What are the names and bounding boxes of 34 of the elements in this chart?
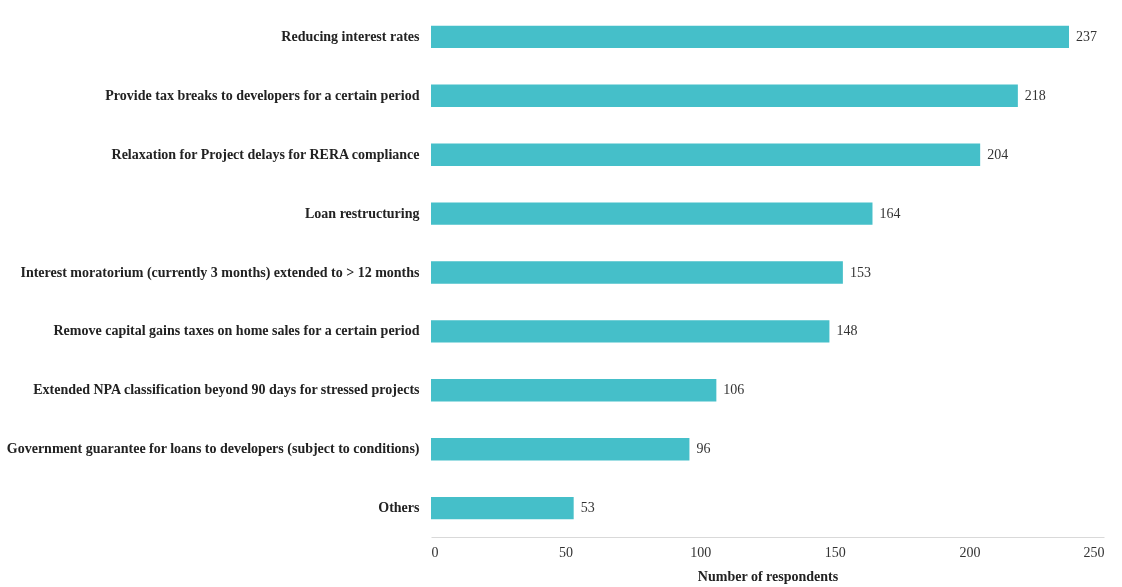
y-tick-label: Others xyxy=(378,500,421,516)
bar xyxy=(431,143,981,166)
data-label: 164 xyxy=(879,205,901,221)
data-label: 237 xyxy=(1076,28,1097,44)
x-tick-label: 200 xyxy=(959,544,981,560)
data-label: 204 xyxy=(987,146,1009,162)
bar xyxy=(431,379,717,402)
data-label: 148 xyxy=(836,323,858,339)
y-tick-label: Relaxation for Project delays for RERA compliance xyxy=(111,146,420,162)
x-tick-label: 150 xyxy=(824,544,846,560)
x-tick-label: 50 xyxy=(559,544,574,560)
data-label: 106 xyxy=(723,382,745,398)
bar xyxy=(431,496,574,520)
bar xyxy=(431,261,843,284)
x-tick-label: 0 xyxy=(431,544,439,560)
bar xyxy=(431,438,690,461)
data-label: 53 xyxy=(580,500,595,516)
bar xyxy=(431,84,1018,107)
y-tick-label: Extended NPA classification beyond 90 days for stressed projects xyxy=(33,382,421,398)
data-label: 153 xyxy=(849,264,871,280)
y-tick-label: Interest moratorium (currently 3 months) extended to > 12 months xyxy=(20,264,421,281)
x-axis-title: Number of respondents xyxy=(697,568,839,584)
bar xyxy=(431,202,873,225)
bar xyxy=(431,320,830,343)
y-tick-label: Provide tax breaks to developers for a certain period xyxy=(105,87,420,103)
y-tick-label: Loan restructuring xyxy=(305,205,420,221)
x-tick-label: 250 xyxy=(1083,544,1105,560)
x-tick-label: 100 xyxy=(690,544,712,560)
data-label: 218 xyxy=(1024,87,1046,103)
y-tick-label: Remove capital gains taxes on home sales for a certain period xyxy=(53,323,420,339)
y-tick-label: Reducing interest rates xyxy=(281,28,421,44)
data-label: 96 xyxy=(696,441,711,457)
y-tick-label: Government guarantee for loans to developers (subject to conditions) xyxy=(6,441,420,458)
bar xyxy=(431,25,1069,49)
